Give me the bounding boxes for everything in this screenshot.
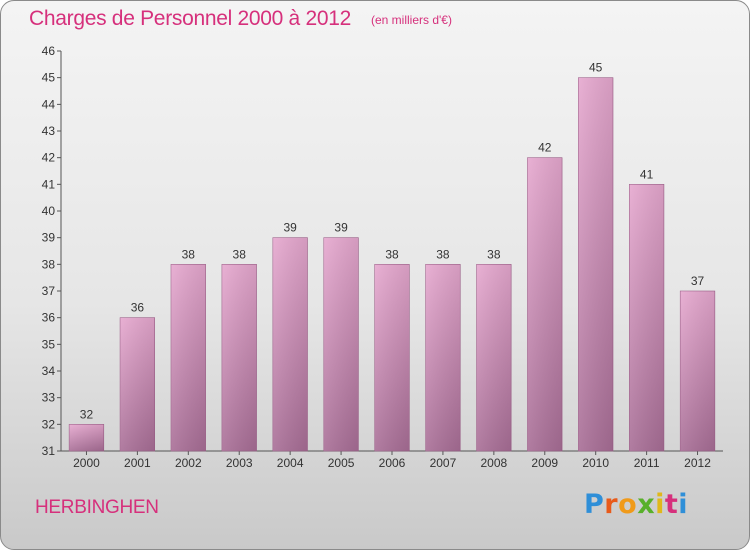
y-tick-label: 36: [42, 311, 56, 325]
bar-shade-2010: [578, 77, 614, 452]
proxiti-logo[interactable]: Proxiti: [584, 489, 688, 520]
data-label: 38: [436, 247, 450, 261]
data-label: 39: [283, 221, 297, 235]
x-tick-label: 2008: [480, 456, 507, 470]
y-tick-label: 44: [42, 97, 56, 111]
x-tick-label: 2006: [379, 456, 406, 470]
y-tick-label: 40: [42, 204, 56, 218]
bar-shade-2001: [120, 317, 155, 451]
x-tick-label: 2000: [73, 456, 100, 470]
y-tick-label: 45: [42, 71, 56, 85]
data-label: 36: [131, 301, 145, 315]
x-tick-label: 2002: [175, 456, 202, 470]
data-label: 41: [640, 167, 654, 181]
bar-shade-2004: [272, 237, 308, 451]
y-tick-label: 33: [42, 391, 56, 405]
commune-name: HERBINGHEN: [35, 497, 159, 518]
bar-shade-2006: [374, 264, 410, 451]
y-tick-label: 35: [42, 337, 56, 351]
bar-shade-2012: [680, 291, 715, 451]
bar-shade-2002: [170, 264, 206, 451]
bar-shade-2005: [323, 237, 359, 451]
x-tick-label: 2005: [328, 456, 355, 470]
data-label: 38: [385, 247, 399, 261]
data-label: 45: [589, 61, 603, 75]
logo-letter: t: [664, 489, 679, 520]
x-tick-label: 2010: [582, 456, 609, 470]
x-tick-label: 2003: [226, 456, 253, 470]
x-tick-label: 2004: [277, 456, 304, 470]
x-tick-label: 2011: [634, 456, 660, 470]
x-tick-label: 2012: [684, 456, 711, 470]
y-tick-label: 31: [42, 444, 56, 458]
x-tick-label: 2007: [430, 456, 457, 470]
logo-letter: i: [655, 489, 665, 520]
y-tick-label: 41: [42, 177, 56, 191]
bar-shade-2000: [69, 424, 104, 451]
y-tick-label: 39: [42, 231, 56, 245]
bar-shade-2009: [527, 157, 563, 451]
data-label: 42: [538, 141, 552, 155]
bar-shade-2003: [221, 264, 257, 451]
bar-shade-2011: [629, 184, 664, 452]
data-label: 38: [487, 247, 501, 261]
logo-letter: r: [604, 489, 619, 520]
data-label: 37: [691, 274, 705, 288]
logo-letter: x: [637, 489, 656, 520]
x-tick-label: 2001: [124, 456, 151, 470]
data-labels: 32 36 38 38 39 39 38 38 38 42 45 41 37: [80, 61, 705, 422]
data-label: 38: [182, 247, 196, 261]
x-tick-label: 2009: [531, 456, 558, 470]
y-tick-label: 37: [42, 284, 56, 298]
chart-title: Charges de Personnel 2000 à 2012: [29, 7, 351, 30]
data-label: 32: [80, 407, 94, 421]
bar-shade-2008: [476, 264, 512, 451]
y-tick-label: 38: [42, 257, 56, 271]
y-tick-label: 46: [42, 44, 56, 58]
logo-letter: i: [678, 489, 689, 520]
y-tick-label: 42: [42, 151, 56, 165]
y-tick-label: 34: [42, 364, 56, 378]
bar-series: [68, 77, 716, 452]
y-tick-label: 43: [42, 124, 56, 138]
bar-shade-2007: [425, 264, 461, 451]
logo-letter: o: [618, 489, 638, 520]
data-label: 38: [233, 247, 247, 261]
y-tick-label: 32: [42, 417, 56, 431]
data-label: 39: [334, 221, 348, 235]
chart-subtitle: (en milliers d'€): [371, 13, 452, 27]
logo-letter: P: [584, 489, 605, 520]
